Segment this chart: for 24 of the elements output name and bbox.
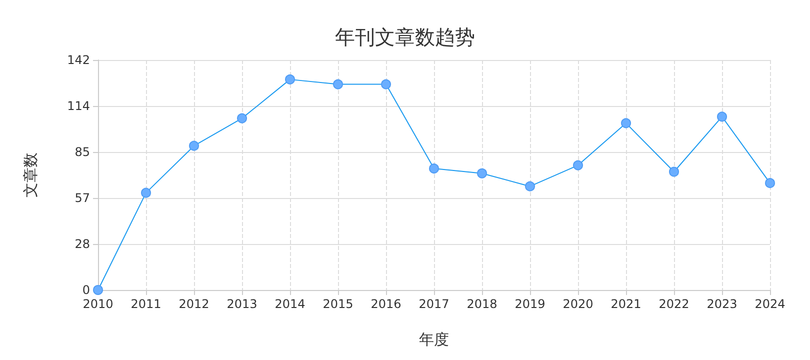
y-tick-label: 57 <box>74 191 90 205</box>
x-tick-label: 2018 <box>466 297 498 311</box>
x-axis-title: 年度 <box>419 330 449 348</box>
x-tick-label: 2015 <box>322 297 354 311</box>
x-tick-label: 2017 <box>418 297 450 311</box>
x-tick-label: 2013 <box>226 297 258 311</box>
x-tick-label: 2011 <box>130 297 162 311</box>
y-tick-label: 85 <box>74 145 90 159</box>
x-tick-label: 2020 <box>562 297 594 311</box>
y-tick-label: 0 <box>82 283 90 297</box>
y-tick-label: 142 <box>67 53 90 67</box>
chart-title: 年刊文章数趋势 <box>335 25 475 49</box>
x-tick-label: 2019 <box>514 297 546 311</box>
x-tick-label: 2014 <box>274 297 306 311</box>
y-tick-label: 114 <box>67 99 90 113</box>
x-tick-label: 2023 <box>706 297 738 311</box>
x-tick-label: 2016 <box>370 297 402 311</box>
y-axis-title: 文章数 <box>22 152 40 198</box>
x-tick-label: 2022 <box>658 297 690 311</box>
y-tick-label: 28 <box>74 237 90 251</box>
x-tick-label: 2021 <box>610 297 642 311</box>
x-tick-label: 2024 <box>754 297 786 311</box>
x-tick-label: 2012 <box>178 297 210 311</box>
x-tick-label: 2010 <box>82 297 114 311</box>
